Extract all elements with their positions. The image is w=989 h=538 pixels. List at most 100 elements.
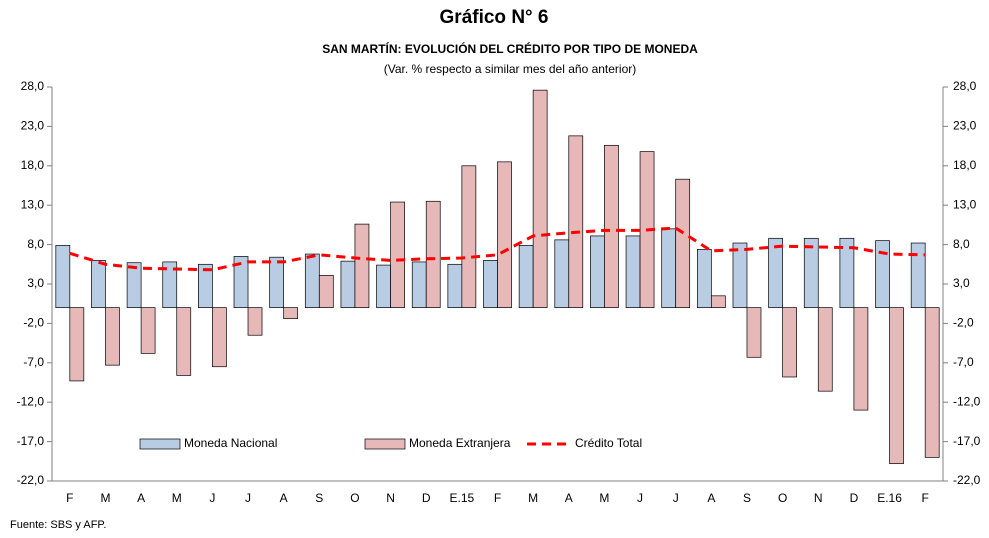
bar [283,307,299,320]
x-tick-label: N [814,491,823,505]
bar [447,263,463,308]
y2-tick-label: 13,0 [953,197,977,211]
legend-label: Moneda Nacional [184,436,277,450]
legend-swatch [364,438,406,450]
bar [411,261,427,308]
y-tick-label: 28,0 [21,79,45,93]
y-tick-label: -17,0 [17,434,45,448]
y-tick-label: 23,0 [21,119,45,133]
bar [91,260,106,308]
x-tick-label: M [599,491,609,505]
x-tick-label: A [280,491,288,505]
y2-tick-label: 23,0 [953,119,977,133]
bar [69,307,85,382]
bar [461,165,477,308]
legend-swatch [139,438,181,450]
x-tick-label: D [850,491,859,505]
bar [889,307,904,465]
bar [55,245,71,308]
bar [746,307,762,358]
bar [924,307,940,458]
bar [340,260,356,308]
bar [497,161,512,308]
bar [768,237,783,308]
y2-tick-label: -22,0 [953,473,981,487]
x-tick-label: M [528,491,538,505]
x-tick-label: E.16 [877,491,902,505]
x-tick-label: J [245,491,251,505]
bar [625,235,641,308]
legend-label: Crédito Total [575,436,642,450]
bar [318,274,334,308]
y2-tick-label: 8,0 [953,237,970,251]
x-tick-label: A [707,491,715,505]
legend-label: Moneda Extranjera [409,436,511,450]
bar [198,263,213,308]
x-tick-label: F [922,491,929,505]
bar [483,260,498,308]
y-tick-label: -2,0 [23,316,44,330]
y-tick-label: 8,0 [27,237,44,251]
x-tick-label: E.15 [450,491,475,505]
bar [105,307,120,366]
y2-tick-label: -2,0 [953,316,974,330]
bar [233,256,249,308]
bar [425,200,441,308]
y-tick-label: -7,0 [23,355,44,369]
bar [162,261,178,308]
bar [910,242,926,308]
y2-tick-label: -7,0 [953,355,974,369]
bar [518,245,534,308]
x-tick-label: O [350,491,359,505]
x-tick-label: S [315,491,323,505]
x-tick-label: A [565,491,573,505]
bar [853,307,869,411]
chart-subtitle: SAN MARTÍN: EVOLUCIÓN DEL CRÉDITO POR TI… [322,41,698,56]
x-tick-label: D [422,491,431,505]
bar [304,253,320,308]
bar [532,89,548,308]
bar [875,240,890,308]
x-tick-label: F [494,491,501,505]
bar [568,135,584,308]
x-tick-label: J [209,491,215,505]
bar [376,264,391,308]
bar [782,307,797,378]
x-tick-label: M [172,491,182,505]
bar [126,262,142,308]
bar [247,307,263,336]
y2-tick-label: -12,0 [953,394,981,408]
y2-tick-label: 3,0 [953,276,970,290]
x-tick-label: F [66,491,73,505]
bar [269,256,285,308]
bar [661,228,677,308]
bar [590,235,605,308]
y-tick-label: 18,0 [21,158,45,172]
y-tick-label: -12,0 [17,394,45,408]
bar [839,237,855,308]
y-tick-label: -22,0 [17,473,45,487]
bar [817,307,833,392]
line [69,226,926,272]
source: Fuente: SBS y AFP. [10,519,106,531]
x-tick-label: S [743,491,751,505]
y-tick-label: 13,0 [21,197,45,211]
x-tick-label: N [386,491,395,505]
chart-note: (Var. % respecto a similar mes del año a… [384,62,637,76]
bar [675,178,691,308]
chart-title: Gráfico N° 6 [440,7,549,28]
bar [176,307,192,376]
bar [803,237,819,308]
bar [390,201,405,308]
x-tick-label: O [778,491,787,505]
bar [732,242,748,308]
bar [696,248,712,308]
y2-tick-label: -17,0 [953,434,981,448]
y2-tick-label: 18,0 [953,158,977,172]
bar [212,307,227,368]
bar [554,239,570,308]
x-tick-label: J [637,491,643,505]
x-tick-label: J [673,491,679,505]
x-tick-label: A [137,491,145,505]
